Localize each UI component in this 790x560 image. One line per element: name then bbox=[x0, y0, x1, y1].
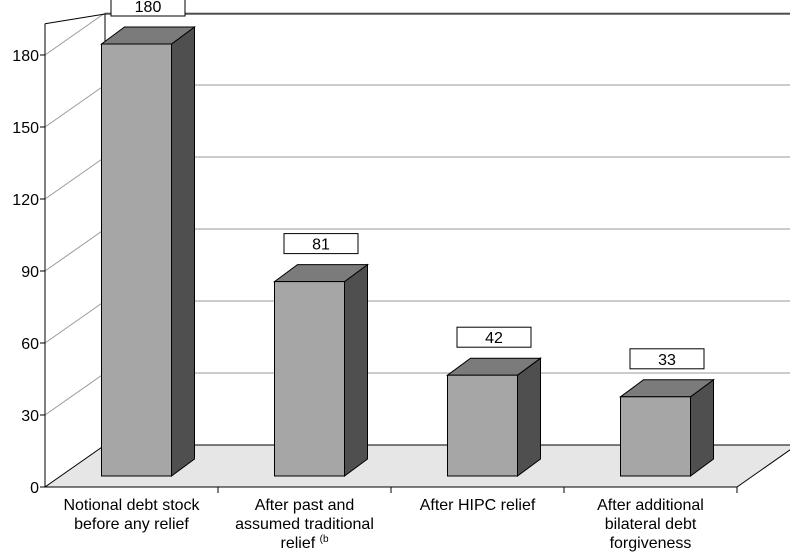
y-tick-label: 90 bbox=[21, 264, 39, 281]
bar-side bbox=[344, 263, 368, 477]
x-tick-label: before any relief bbox=[74, 516, 189, 533]
gridline-side bbox=[44, 84, 106, 128]
x-tick-label: forgiveness bbox=[610, 535, 692, 552]
y-tick-label: 0 bbox=[30, 480, 39, 497]
gridline-side bbox=[44, 228, 106, 272]
x-tick-label: After additional bbox=[597, 497, 704, 514]
bar-side bbox=[517, 357, 541, 477]
x-tick-label: assumed traditional bbox=[235, 516, 374, 533]
y-tick-label: 120 bbox=[12, 192, 39, 209]
data-label: 81 bbox=[312, 237, 330, 254]
x-tick-label: After past and bbox=[255, 497, 355, 514]
data-label-box bbox=[456, 326, 532, 348]
data-label-box bbox=[629, 348, 705, 370]
gridline-side bbox=[44, 372, 106, 416]
y-tick-label: 180 bbox=[12, 48, 39, 65]
bar bbox=[447, 374, 518, 477]
gridline-side bbox=[44, 12, 106, 56]
data-label-box bbox=[283, 233, 359, 255]
data-label-box bbox=[110, 0, 186, 17]
x-tick-label: relief (b bbox=[280, 534, 328, 552]
data-label: 180 bbox=[135, 0, 162, 16]
y-tick-label: 60 bbox=[21, 336, 39, 353]
bar bbox=[101, 43, 172, 477]
bar bbox=[620, 396, 691, 477]
data-label: 33 bbox=[658, 352, 676, 369]
side-wall-top-edge bbox=[44, 13, 106, 25]
x-tick-label: After HIPC relief bbox=[420, 497, 536, 514]
gridline-side bbox=[44, 300, 106, 344]
bar-side bbox=[171, 26, 195, 477]
data-label: 42 bbox=[485, 330, 503, 347]
bar bbox=[274, 281, 345, 477]
chart-floor bbox=[43, 444, 790, 488]
x-tick-label: Notional debt stock bbox=[63, 497, 200, 514]
gridline-side bbox=[44, 156, 106, 200]
x-tick-label: bilateral debt bbox=[605, 516, 697, 533]
y-tick-label: 30 bbox=[21, 408, 39, 425]
y-tick-label: 150 bbox=[12, 120, 39, 137]
